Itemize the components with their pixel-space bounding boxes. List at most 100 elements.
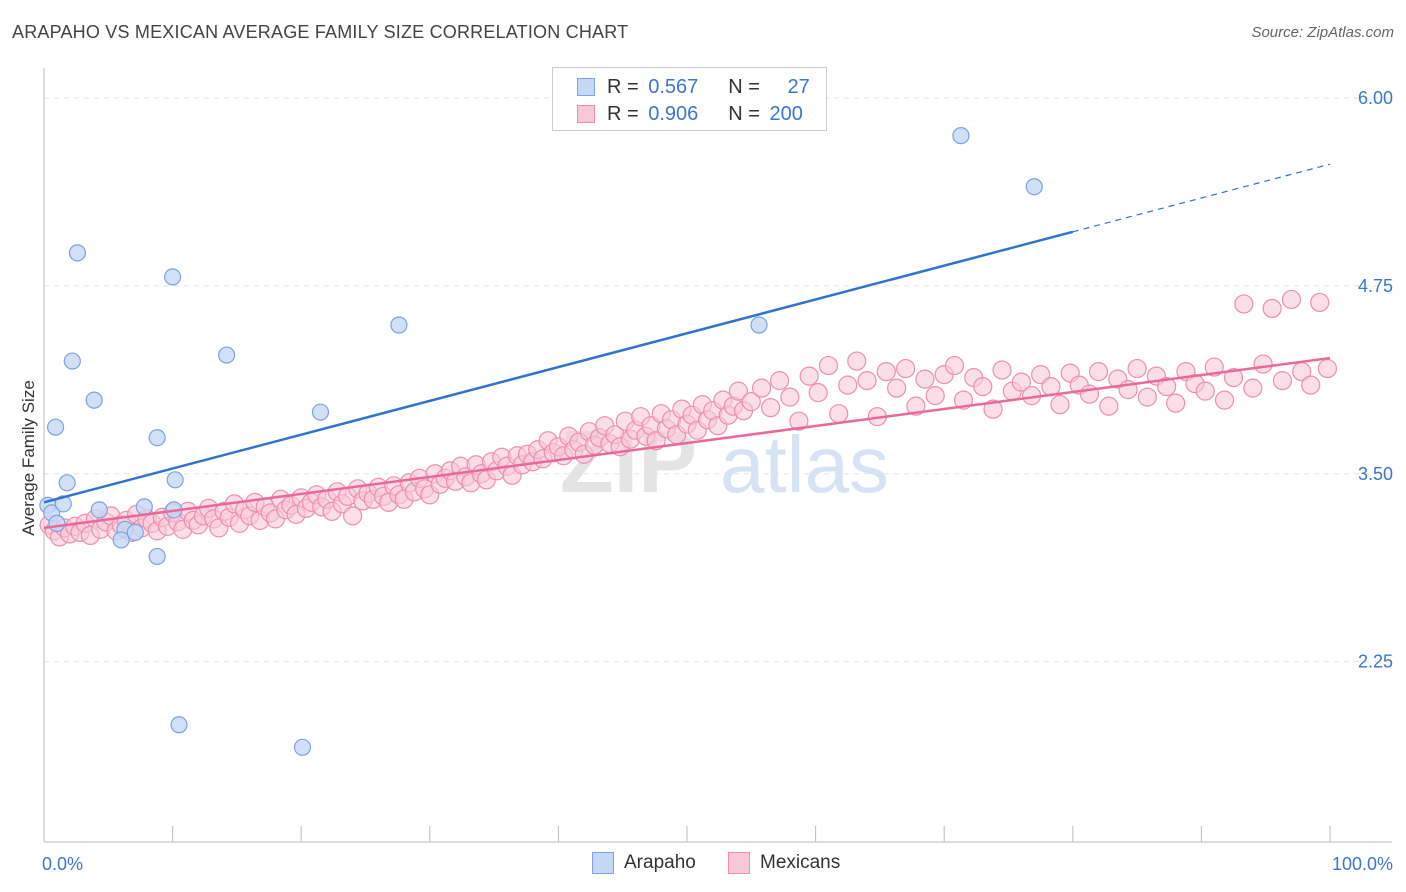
arapaho-point (164, 268, 182, 286)
arapaho-point (170, 716, 188, 734)
mexicans-point (1272, 371, 1293, 391)
mexicans-point (1195, 381, 1215, 401)
watermark-atlas: atlas (720, 420, 889, 509)
arapaho-point (54, 495, 72, 513)
arapaho-point (126, 523, 144, 542)
arapaho-swatch (592, 852, 614, 874)
mexicans-point (769, 371, 790, 391)
arapaho-trend-line (43, 230, 1074, 504)
mexicans-point (915, 369, 935, 389)
mexicans-point (992, 360, 1012, 380)
legend-r-label: R = (607, 102, 645, 125)
arapaho-point (90, 501, 108, 519)
arapaho-point (58, 474, 76, 492)
mexicans-point (1281, 289, 1302, 310)
arapaho-point (63, 352, 81, 370)
mexicans-point (887, 378, 907, 398)
mexicans-point (944, 355, 965, 376)
arapaho-swatch (577, 78, 595, 96)
arapaho-point (68, 244, 87, 262)
mexicans-point (847, 351, 867, 371)
arapaho-point (952, 127, 970, 145)
legend-row-mexicans: R = 0.906 N = 200 (577, 101, 803, 127)
mexicans-point (1127, 358, 1147, 379)
source-label: Source: ZipAtlas.com (1251, 24, 1394, 41)
legend-n-label: N = (728, 102, 766, 125)
arapaho-point (750, 316, 768, 334)
legend-item-mexicans: Mexicans (728, 852, 840, 874)
arapaho-point (218, 346, 236, 364)
mexicans-point (1262, 298, 1282, 319)
arapaho-point (135, 498, 153, 516)
legend-row-arapaho: R = 0.567 N = 27 (577, 74, 810, 100)
arapaho-point (311, 403, 330, 421)
mexicans-point (780, 387, 800, 407)
y-axis-label: Average Family Size (19, 380, 38, 536)
arapaho-point (293, 738, 312, 756)
mexicans-point (983, 399, 1003, 419)
mexicans-point (1088, 361, 1109, 382)
mexicans-point (1301, 375, 1321, 395)
mexicans-point (1317, 358, 1338, 379)
mexicans-point (1223, 368, 1244, 388)
mexicans-point (789, 411, 809, 431)
mexicans-point (1137, 387, 1157, 407)
mexicans-point (925, 386, 945, 406)
mexicans-point (857, 371, 877, 391)
chart-title: ARAPAHO VS MEXICAN AVERAGE FAMILY SIZE C… (12, 22, 629, 42)
legend-r-value: 0.906 (648, 102, 699, 125)
mexicans-point (876, 361, 896, 382)
mexicans-point (1157, 377, 1177, 397)
axes (43, 68, 1392, 843)
trend-lines (43, 163, 1331, 530)
legend-r-value: 0.567 (648, 75, 699, 98)
mexicans-point (1050, 395, 1070, 415)
mexicans-point (1011, 372, 1031, 392)
mexicans-point (1310, 292, 1330, 313)
y-tick-label: 6.00 (1358, 88, 1393, 108)
mexicans-point (760, 398, 781, 418)
mexicans-point (1099, 396, 1119, 416)
mexicans-point (799, 366, 819, 386)
mexicans-point (741, 392, 761, 412)
mexicans-point (829, 404, 849, 424)
mexicans-swatch (577, 105, 595, 123)
mexicans-points (39, 289, 1338, 547)
x-tick-label-min: 0.0% (42, 854, 83, 874)
mexicans-point (1253, 354, 1273, 374)
mexicans-point (728, 381, 749, 401)
mexicans-point (818, 355, 839, 376)
legend-n-value: 200 (769, 102, 803, 125)
arapaho-point (166, 471, 184, 489)
arapaho-point (48, 514, 66, 532)
y-tick-label: 2.25 (1358, 652, 1393, 672)
arapaho-points (39, 127, 1043, 756)
mexicans-point (1166, 393, 1186, 413)
mexicans-point (751, 378, 772, 398)
mexicans-swatch (728, 852, 750, 874)
mexicans-point (1243, 378, 1263, 398)
arapaho-point (148, 429, 166, 447)
arapaho-point (112, 531, 130, 549)
arapaho-trend-extension (1072, 163, 1331, 233)
arapaho-point (148, 547, 166, 566)
legend-label-arapaho: Arapaho (624, 852, 696, 873)
mexicans-point (808, 383, 828, 403)
arapaho-point (390, 316, 408, 334)
x-tick-label-max: 100.0% (1332, 854, 1393, 874)
stats-legend: R = 0.567 N = 27 R = 0.906 N = 200 (552, 67, 827, 131)
y-tick-label: 4.75 (1358, 276, 1393, 296)
legend-n-label: N = (728, 75, 766, 98)
mexicans-point (1214, 390, 1235, 410)
arapaho-point (46, 418, 65, 436)
mexicans-trend-line (43, 356, 1331, 530)
y-tick-labels: 2.25 3.50 4.75 6.00 (1358, 88, 1393, 672)
legend-n-value: 27 (787, 75, 810, 98)
y-tick-label: 3.50 (1358, 464, 1393, 484)
legend-label-mexicans: Mexicans (760, 852, 841, 873)
mexicans-point (906, 396, 926, 416)
arapaho-point (85, 391, 103, 409)
mexicans-point (1234, 294, 1254, 314)
legend-item-arapaho: Arapaho (592, 852, 696, 874)
